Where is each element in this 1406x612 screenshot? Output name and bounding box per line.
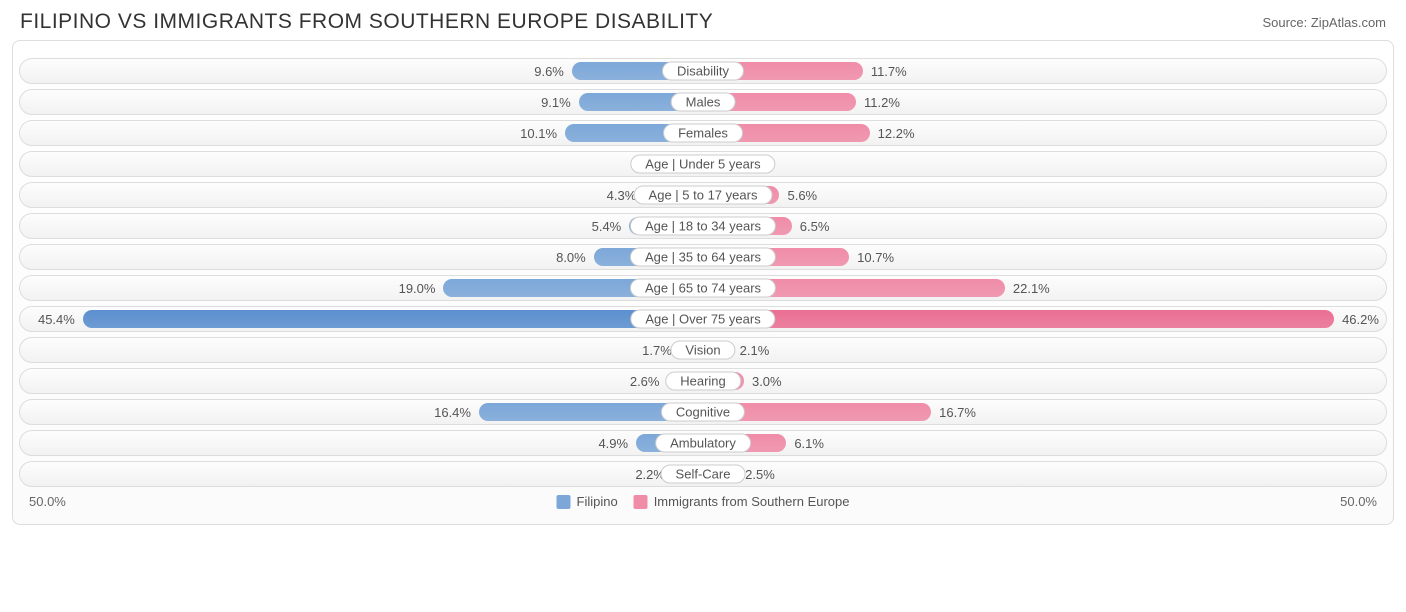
value-left: 10.1% xyxy=(505,121,565,145)
legend-swatch-left xyxy=(557,495,571,509)
bar-row: 16.4% 16.7% Cognitive xyxy=(19,399,1387,425)
bar-row: 9.6% 11.7% Disability xyxy=(19,58,1387,84)
bar-left xyxy=(83,310,703,328)
category-label: Females xyxy=(663,124,743,143)
bar-row: 9.1% 11.2% Males xyxy=(19,89,1387,115)
legend-label-right: Immigrants from Southern Europe xyxy=(654,494,850,509)
category-label: Vision xyxy=(670,341,735,360)
value-left: 5.4% xyxy=(569,214,629,238)
bar-row: 10.1% 12.2% Females xyxy=(19,120,1387,146)
category-label: Cognitive xyxy=(661,403,745,422)
value-right: 46.2% xyxy=(1334,307,1394,331)
category-label: Age | Over 75 years xyxy=(630,310,775,329)
value-left: 2.6% xyxy=(607,369,667,393)
value-right: 11.2% xyxy=(856,90,916,114)
category-label: Age | 65 to 74 years xyxy=(630,279,776,298)
category-label: Hearing xyxy=(665,372,741,391)
chart-header: FILIPINO VS IMMIGRANTS FROM SOUTHERN EUR… xyxy=(0,0,1406,40)
legend-item-left: Filipino xyxy=(557,494,618,509)
value-left: 19.0% xyxy=(383,276,443,300)
bar-row: 8.0% 10.7% Age | 35 to 64 years xyxy=(19,244,1387,270)
category-label: Age | 5 to 17 years xyxy=(634,186,773,205)
bar-row: 2.2%2.5%Self-Care xyxy=(19,461,1387,487)
bar-row: 5.4% 6.5% Age | 18 to 34 years xyxy=(19,213,1387,239)
chart-area: 9.6% 11.7% Disability 9.1% 11.2% Males 10.1% 12… xyxy=(12,40,1394,525)
bar-row: 4.9% 6.1% Ambulatory xyxy=(19,430,1387,456)
value-right: 3.0% xyxy=(744,369,804,393)
axis-left-label: 50.0% xyxy=(29,494,66,509)
category-label: Age | 35 to 64 years xyxy=(630,248,776,267)
bar-row: 1.1%1.4%Age | Under 5 years xyxy=(19,151,1387,177)
legend-item-right: Immigrants from Southern Europe xyxy=(634,494,850,509)
bar-row: 45.4%46.2%Age | Over 75 years xyxy=(19,306,1387,332)
bar-row: 19.0% 22.1% Age | 65 to 74 years xyxy=(19,275,1387,301)
axis-right-label: 50.0% xyxy=(1340,494,1377,509)
value-right: 11.7% xyxy=(863,59,923,83)
legend-swatch-right xyxy=(634,495,648,509)
chart-source: Source: ZipAtlas.com xyxy=(1262,15,1386,30)
bar-rows: 9.6% 11.7% Disability 9.1% 11.2% Males 10.1% 12… xyxy=(19,58,1387,487)
bar-row: 4.3%5.6%Age | 5 to 17 years xyxy=(19,182,1387,208)
axis-legend-row: 50.0% Filipino Immigrants from Southern … xyxy=(19,492,1387,516)
category-label: Males xyxy=(671,93,736,112)
value-right: 16.7% xyxy=(931,400,991,424)
category-label: Age | 18 to 34 years xyxy=(630,217,776,236)
value-right: 6.5% xyxy=(792,214,852,238)
value-right: 6.1% xyxy=(786,431,846,455)
value-right: 12.2% xyxy=(870,121,930,145)
chart-title: FILIPINO VS IMMIGRANTS FROM SOUTHERN EUR… xyxy=(20,10,713,34)
bar-row: 1.7%2.1%Vision xyxy=(19,337,1387,363)
value-left: 45.4% xyxy=(23,307,83,331)
value-left: 16.4% xyxy=(419,400,479,424)
category-label: Disability xyxy=(662,62,744,81)
value-right: 22.1% xyxy=(1005,276,1065,300)
value-right: 5.6% xyxy=(779,183,839,207)
legend-label-left: Filipino xyxy=(577,494,618,509)
value-right: 10.7% xyxy=(849,245,909,269)
value-left: 8.0% xyxy=(534,245,594,269)
category-label: Self-Care xyxy=(661,465,746,484)
value-left: 9.1% xyxy=(519,90,579,114)
value-left: 4.9% xyxy=(576,431,636,455)
legend: Filipino Immigrants from Southern Europe xyxy=(557,494,850,509)
value-right: 2.5% xyxy=(737,462,797,486)
value-left: 9.6% xyxy=(512,59,572,83)
value-right: 2.1% xyxy=(732,338,792,362)
bar-right xyxy=(703,310,1334,328)
category-label: Ambulatory xyxy=(655,434,751,453)
bar-row: 2.6% 3.0%Hearing xyxy=(19,368,1387,394)
category-label: Age | Under 5 years xyxy=(630,155,775,174)
